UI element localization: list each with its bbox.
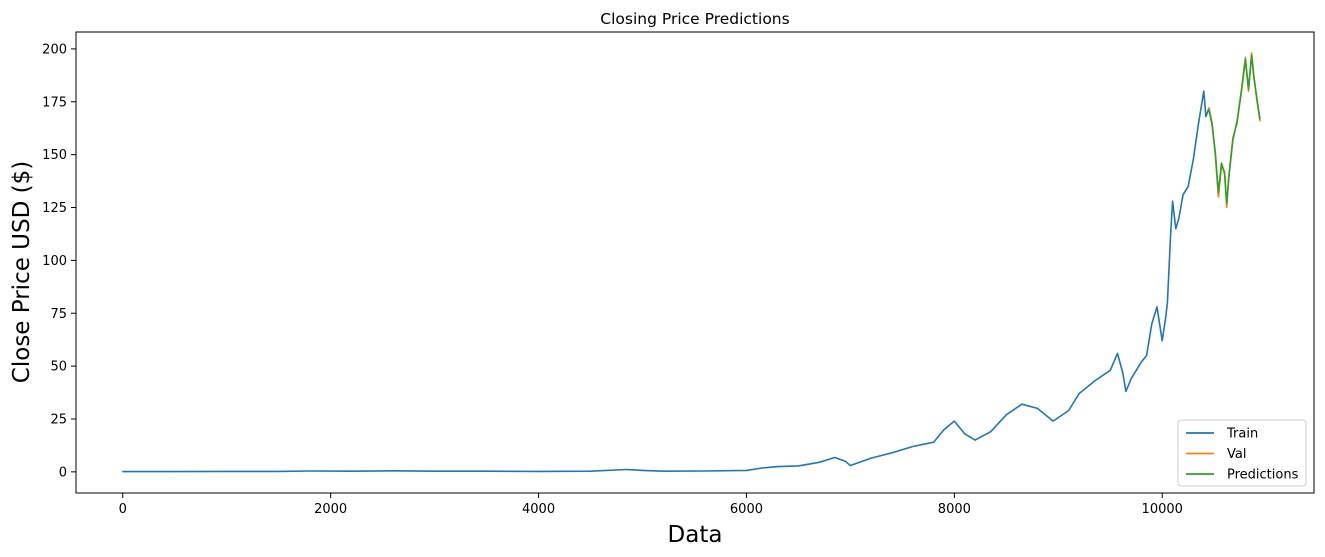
x-tick-label: 0 [119,502,127,517]
x-tick-label: 8000 [938,502,971,517]
chart-title: Closing Price Predictions [600,10,789,28]
y-tick-label: 150 [42,148,67,163]
legend-box [1177,419,1307,487]
y-axis-title: Close Price USD ($) [9,161,35,383]
y-tick-label: 175 [42,95,67,110]
legend-label-train: Train [1226,427,1258,442]
y-tick-label: 25 [50,412,67,427]
y-tick-label: 50 [50,360,67,375]
legend-label-val: Val [1227,447,1246,462]
series-line-predictions [1208,54,1261,205]
x-tick-label: 6000 [730,502,763,517]
legend-items: Train Val Predictions [1186,427,1299,483]
x-axis-title: Data [668,522,723,548]
legend-label-predictions: Predictions [1227,468,1299,483]
y-tick-label: 0 [59,465,67,480]
y-tick-label: 75 [50,307,67,322]
x-tick-label: 10000 [1142,502,1183,517]
plot-frame [75,31,1315,494]
y-tick-label: 200 [42,42,67,57]
y-tick-label: 125 [42,201,67,216]
series-line-train [122,90,1210,473]
legend: Train Val Predictions [1177,419,1307,487]
x-tick-label: 2000 [314,502,347,517]
ticks-layer: 0 2000 4000 6000 8000 10000 0 25 50 75 100 125 150 17… [42,42,1183,517]
x-tick-label: 4000 [522,502,555,517]
series-layer [122,52,1261,473]
y-tick-label: 100 [42,254,67,269]
